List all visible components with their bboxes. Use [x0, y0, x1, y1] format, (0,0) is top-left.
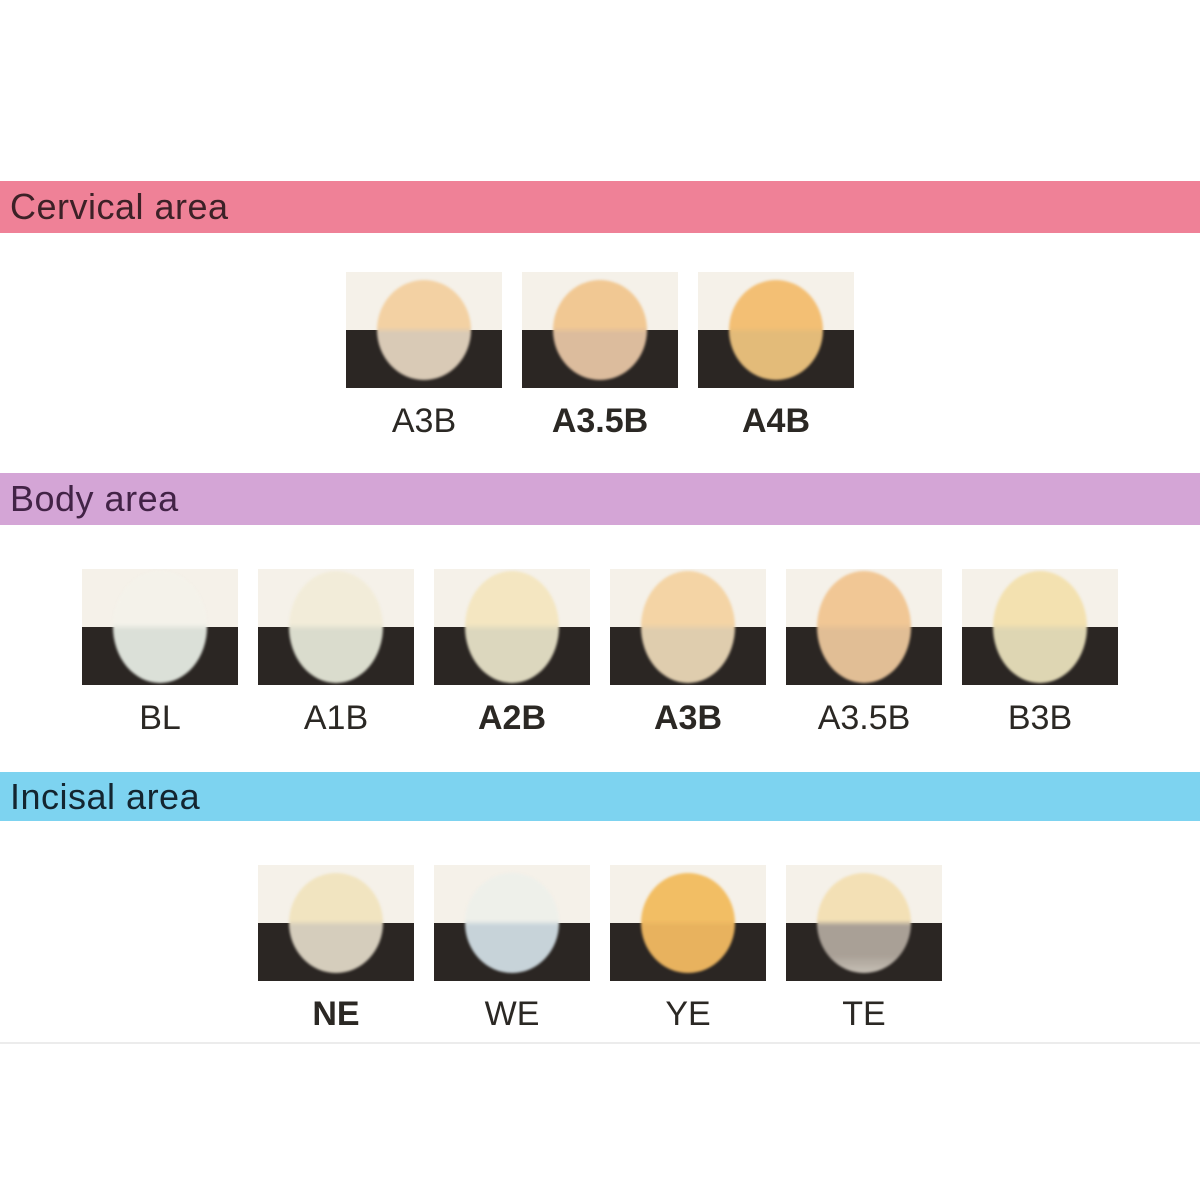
incisal-header-title: Incisal area	[10, 775, 201, 817]
incisal-header-band: Incisal area	[0, 772, 1200, 821]
body-header-title: Body area	[10, 478, 179, 519]
shade-chip	[962, 569, 1118, 685]
composite-blob	[465, 571, 559, 683]
shade-label: A3.5B	[817, 699, 911, 737]
shade-swatch: A3B	[346, 272, 502, 441]
composite-blob	[641, 873, 735, 973]
shade-label: A4B	[741, 402, 811, 440]
cervical-header-band: Cervical area	[0, 181, 1200, 233]
shade-swatch: A4B	[698, 272, 854, 441]
shade-chip	[522, 272, 678, 388]
shade-label: A3B	[653, 699, 723, 737]
incisal-swatch-row: NE WE YE TE	[0, 865, 1200, 1034]
shade-label: B3B	[1007, 699, 1073, 737]
section-incisal-area: Incisal area NE WE YE TE	[0, 772, 1200, 1034]
shade-swatch: A3B	[610, 569, 766, 738]
shade-swatch: A3.5B	[786, 569, 942, 738]
shade-swatch: NE	[258, 865, 414, 1034]
shade-label: WE	[484, 995, 540, 1033]
shade-chip	[698, 272, 854, 388]
shade-swatch: BL	[82, 569, 238, 738]
cervical-header-title: Cervical area	[10, 186, 229, 227]
shade-swatch: TE	[786, 865, 942, 1034]
shade-chip	[258, 865, 414, 981]
shade-label: TE	[842, 995, 886, 1033]
shade-label: A3B	[391, 402, 457, 440]
section-cervical-area: Cervical area A3B A3.5B A4B	[0, 181, 1200, 441]
composite-blob	[641, 571, 735, 683]
composite-blob	[729, 280, 823, 380]
shade-swatch: YE	[610, 865, 766, 1034]
shade-swatch: WE	[434, 865, 590, 1034]
composite-blob	[289, 571, 383, 683]
shade-swatch: B3B	[962, 569, 1118, 738]
composite-blob	[817, 571, 911, 683]
composite-blob	[113, 571, 207, 683]
shade-chip	[786, 569, 942, 685]
shade-label: NE	[312, 995, 360, 1033]
bottom-divider-line	[0, 1042, 1200, 1044]
composite-blob	[465, 873, 559, 973]
composite-blob	[377, 280, 471, 380]
shade-swatch: A3.5B	[522, 272, 678, 441]
shade-label: YE	[665, 995, 711, 1033]
shade-chip	[786, 865, 942, 981]
shade-label: A2B	[477, 699, 547, 737]
cervical-swatch-row: A3B A3.5B A4B	[0, 272, 1200, 441]
shade-chip	[82, 569, 238, 685]
section-body-area: Body area BL A1B A2B A3B	[0, 473, 1200, 738]
composite-blob	[993, 571, 1087, 683]
composite-blob	[289, 873, 383, 973]
shade-label: A3.5B	[551, 402, 649, 440]
shade-chip	[346, 272, 502, 388]
body-header-band: Body area	[0, 473, 1200, 525]
composite-blob	[553, 280, 647, 380]
shade-chip	[434, 569, 590, 685]
composite-blob	[817, 873, 911, 973]
shade-chip	[434, 865, 590, 981]
shade-swatch: A2B	[434, 569, 590, 738]
shade-label: BL	[139, 699, 181, 737]
shade-swatch: A1B	[258, 569, 414, 738]
shade-chip	[610, 569, 766, 685]
body-swatch-row: BL A1B A2B A3B A3.5B	[0, 569, 1200, 738]
shade-label: A1B	[303, 699, 369, 737]
shade-chip	[610, 865, 766, 981]
shade-chip	[258, 569, 414, 685]
